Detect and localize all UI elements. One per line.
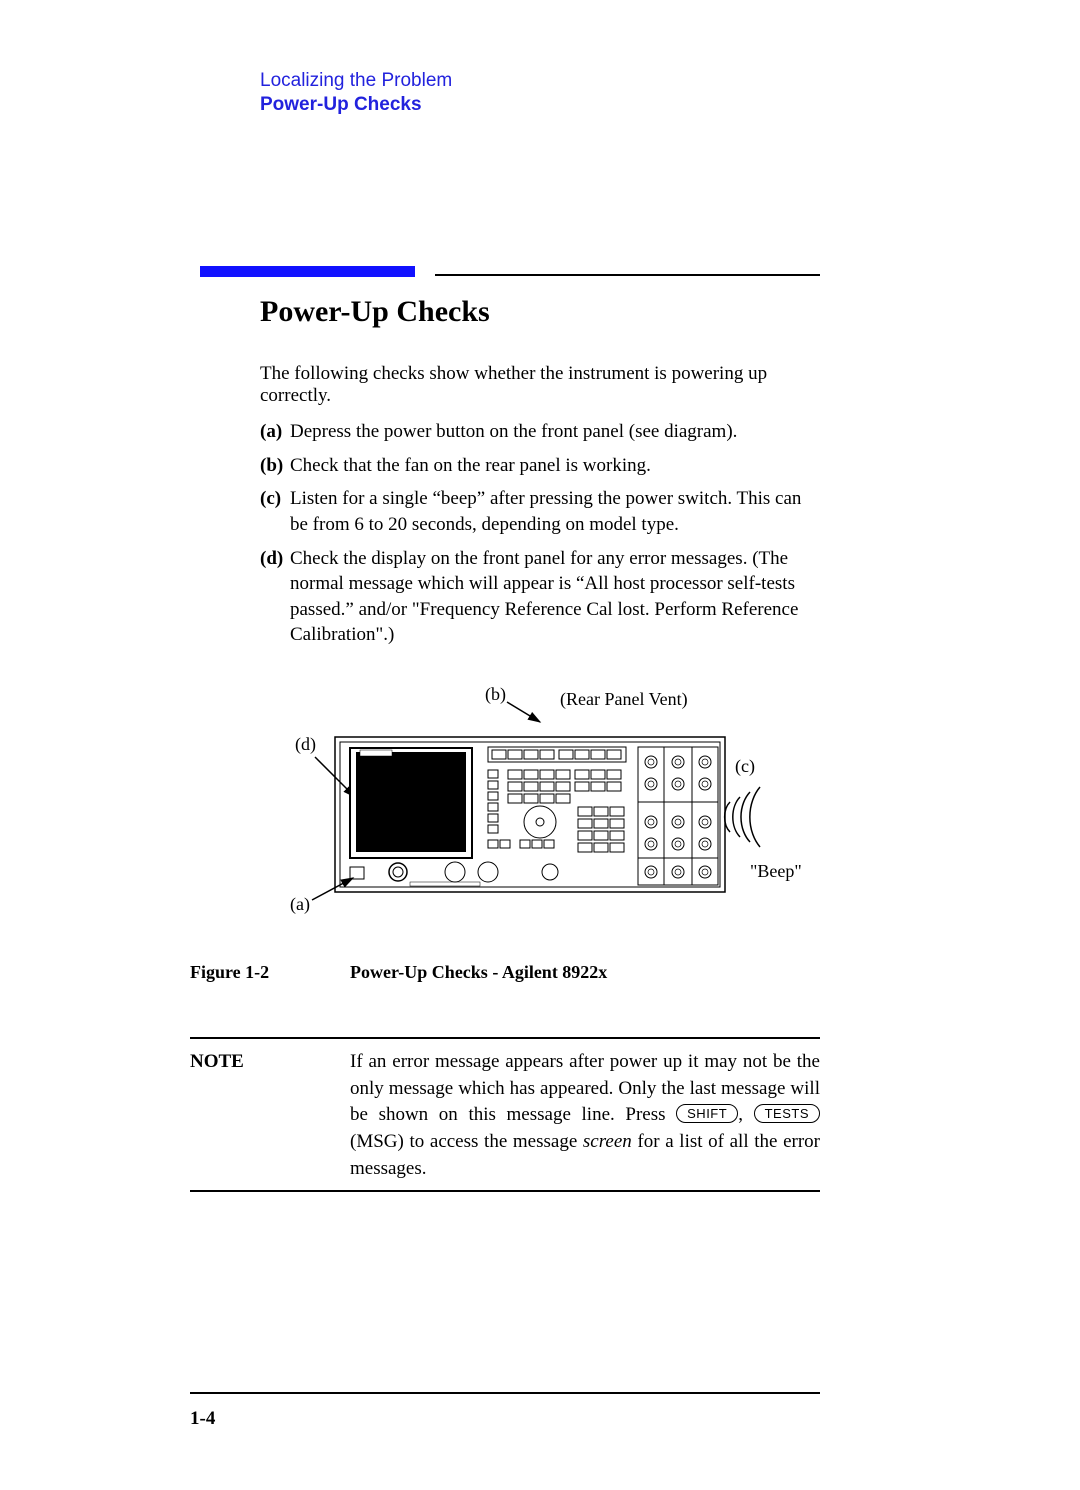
intro-text: The following checks show whether the in… <box>260 363 820 407</box>
note-sep: , <box>738 1104 753 1125</box>
step-text: Depress the power button on the front pa… <box>290 419 737 445</box>
rule-blue <box>200 266 415 277</box>
step-text: Check that the fan on the rear panel is … <box>290 453 651 479</box>
note-rule-bottom <box>190 1190 820 1192</box>
page-number: 1-4 <box>190 1408 820 1430</box>
figure-text: Power-Up Checks - Agilent 8922x <box>350 962 607 983</box>
steps-list: (a) Depress the power button on the fron… <box>260 419 820 648</box>
callout-c: (c) <box>735 756 755 777</box>
step-marker: (b) <box>260 453 290 479</box>
note-block: NOTE If an error message appears after p… <box>190 1049 820 1182</box>
step-d: (d) Check the display on the front panel… <box>260 546 820 649</box>
note-body: If an error message appears after power … <box>350 1049 820 1182</box>
callout-a: (a) <box>290 894 310 915</box>
step-marker: (a) <box>260 419 290 445</box>
step-text: Listen for a single “beep” after pressin… <box>290 486 820 537</box>
instrument-diagram: (b) (Rear Panel Vent) (d) <box>260 672 820 932</box>
breadcrumb: Localizing the Problem <box>260 70 820 92</box>
step-a: (a) Depress the power button on the fron… <box>260 419 820 445</box>
figure-number: Figure 1-2 <box>190 962 350 983</box>
step-marker: (c) <box>260 486 290 537</box>
step-text: Check the display on the front panel for… <box>290 546 820 649</box>
footer-rule <box>190 1392 820 1394</box>
beep-label: "Beep" <box>750 861 802 881</box>
figure-caption: Figure 1-2 Power-Up Checks - Agilent 892… <box>260 962 820 983</box>
note-rule-top <box>190 1037 820 1039</box>
callout-b: (b) <box>485 684 506 705</box>
section-title: Power-Up Checks <box>260 295 820 329</box>
note-italic: screen <box>583 1131 632 1152</box>
note-mid: (MSG) to access the message <box>350 1131 583 1152</box>
section-rule <box>200 266 820 277</box>
note-label: NOTE <box>190 1049 350 1076</box>
step-c: (c) Listen for a single “beep” after pre… <box>260 486 820 537</box>
header-section: Power-Up Checks <box>260 94 820 116</box>
tests-key: TESTS <box>754 1104 820 1123</box>
rear-vent-label: (Rear Panel Vent) <box>560 689 688 710</box>
step-marker: (d) <box>260 546 290 649</box>
rule-thin <box>435 274 820 276</box>
shift-key: SHIFT <box>676 1104 738 1123</box>
page: Localizing the Problem Power-Up Checks P… <box>0 0 1080 1490</box>
callout-d: (d) <box>295 734 316 755</box>
step-b: (b) Check that the fan on the rear panel… <box>260 453 820 479</box>
